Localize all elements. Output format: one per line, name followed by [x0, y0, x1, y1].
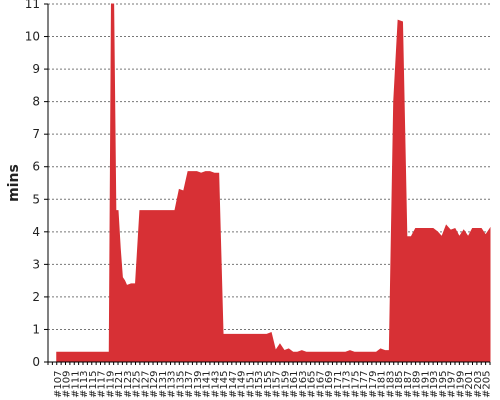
x-tick-label: #167 — [315, 371, 326, 398]
x-tick-label: #145 — [219, 371, 230, 398]
y-tick-label: 11 — [25, 0, 40, 11]
x-tick-label: #163 — [298, 371, 309, 398]
x-tick-label: #155 — [263, 371, 274, 398]
y-tick-label: 2 — [32, 290, 40, 304]
x-tick-label: #107 — [53, 371, 64, 398]
x-tick-label: #133 — [167, 371, 178, 398]
x-tick-label: #135 — [175, 371, 186, 398]
x-tick-label: #111 — [70, 371, 81, 398]
x-tick-label: #119 — [105, 371, 116, 398]
x-tick-label: #153 — [254, 371, 265, 398]
x-tick-label: #151 — [245, 371, 256, 398]
x-tick-label: #187 — [403, 371, 414, 398]
x-tick-label: #197 — [447, 371, 458, 398]
x-tick-label: #129 — [149, 371, 160, 398]
x-tick-label: #203 — [473, 371, 484, 398]
x-tick-label: #179 — [368, 371, 379, 398]
x-tick-label: #201 — [464, 371, 475, 398]
x-tick-label: #121 — [114, 371, 125, 398]
x-tick-labels: #107#109#111#113#115#117#119#121#123#125… — [53, 371, 493, 398]
y-tick-label: 7 — [32, 127, 40, 141]
y-tick-label: 3 — [32, 257, 40, 271]
x-tick-label: #123 — [123, 371, 134, 398]
x-tick-label: #157 — [272, 371, 283, 398]
x-tick-label: #113 — [79, 371, 90, 398]
series-area — [56, 3, 491, 363]
x-tick-label: #173 — [342, 371, 353, 398]
y-tick-labels: 0 1 2 3 4 5 6 7 8 9 10 11 — [25, 0, 40, 369]
x-tick-label: #139 — [193, 371, 204, 398]
y-tick-label: 5 — [32, 192, 40, 206]
x-tick-label: #143 — [210, 371, 221, 398]
x-tick-label: #159 — [280, 371, 291, 398]
x-tick-label: #109 — [62, 371, 73, 398]
y-tick-label: 0 — [32, 355, 40, 369]
axes-layer — [44, 3, 491, 365]
x-tick-label: #171 — [333, 371, 344, 398]
x-tick-label: #205 — [482, 371, 493, 398]
x-tick-label: #177 — [359, 371, 370, 398]
x-tick-label: #165 — [307, 371, 318, 398]
x-tick-label: #147 — [228, 371, 239, 398]
x-tick-label: #169 — [324, 371, 335, 398]
x-tick-label: #117 — [97, 371, 108, 398]
y-tick-label: 4 — [32, 225, 40, 239]
x-tick-label: #185 — [394, 371, 405, 398]
x-tick-label: #141 — [202, 371, 213, 398]
y-tick-label: 10 — [25, 30, 40, 44]
x-tick-label: #189 — [412, 371, 423, 398]
x-tick-label: #195 — [438, 371, 449, 398]
x-tick-label: #181 — [377, 371, 388, 398]
y-tick-label: 8 — [32, 95, 40, 109]
x-tick-label: #183 — [385, 371, 396, 398]
x-tick-label: #125 — [132, 371, 143, 398]
x-tick-label: #199 — [455, 371, 466, 398]
y-axis-label: mins — [6, 164, 22, 202]
x-tick-label: #131 — [158, 371, 169, 398]
y-tick-label: 6 — [32, 160, 40, 174]
x-tick-label: #191 — [420, 371, 431, 398]
x-tick-label: #127 — [140, 371, 151, 398]
area-layer — [56, 3, 491, 363]
x-tick-label: #149 — [237, 371, 248, 398]
x-tick-label: #193 — [429, 371, 440, 398]
x-tick-label: #175 — [350, 371, 361, 398]
x-tick-label: #137 — [184, 371, 195, 398]
x-tick-label: #161 — [289, 371, 300, 398]
y-tick-label: 9 — [32, 62, 40, 76]
y-tick-label: 1 — [32, 322, 40, 336]
x-tick-label: #115 — [88, 371, 99, 398]
